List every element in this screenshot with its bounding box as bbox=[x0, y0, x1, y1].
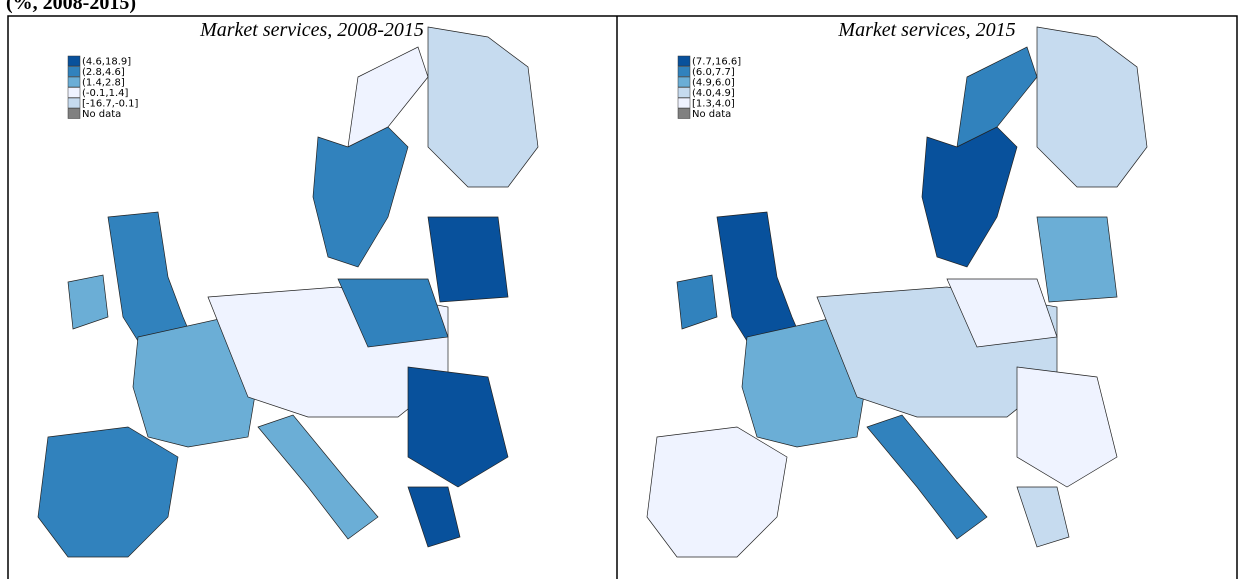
map-left bbox=[37, 26, 539, 558]
region bbox=[956, 46, 1038, 148]
legend-label: (4.6,18.9] bbox=[82, 57, 131, 68]
table-frame bbox=[7, 15, 1238, 579]
legend-swatch bbox=[67, 97, 81, 109]
legend-swatch bbox=[677, 55, 691, 67]
region bbox=[676, 274, 718, 330]
legend-swatch bbox=[677, 108, 691, 119]
legend-swatch bbox=[677, 97, 691, 109]
legend-swatch bbox=[67, 66, 81, 77]
legend-label: [-16.7,-0.1] bbox=[82, 99, 138, 110]
legend-swatch bbox=[677, 87, 691, 98]
legend-swatch bbox=[67, 108, 81, 119]
legend-label: No data bbox=[82, 109, 121, 120]
legend-swatch bbox=[67, 87, 81, 98]
legend-swatch bbox=[67, 55, 81, 67]
region bbox=[921, 126, 1018, 268]
region bbox=[646, 426, 788, 558]
legend-label: [1.3,4.0] bbox=[692, 99, 735, 110]
legend-swatch bbox=[677, 66, 691, 77]
region bbox=[37, 426, 179, 558]
region bbox=[337, 278, 449, 348]
region bbox=[312, 126, 409, 268]
legend-label: (4.9,6.0] bbox=[692, 78, 735, 89]
legend-label: (4.0,4.9] bbox=[692, 88, 735, 99]
panel-title: Market services, 2015 bbox=[837, 19, 1015, 41]
legend-label: (-0.1,1.4] bbox=[82, 88, 128, 99]
region bbox=[946, 278, 1058, 348]
map-right bbox=[646, 26, 1148, 558]
legend-swatch bbox=[677, 76, 691, 88]
region bbox=[1036, 26, 1148, 188]
region bbox=[1016, 366, 1118, 488]
region bbox=[427, 216, 509, 303]
legend-swatch bbox=[67, 76, 81, 88]
region bbox=[257, 414, 379, 540]
region bbox=[407, 366, 509, 488]
legend-label: (1.4,2.8] bbox=[82, 78, 125, 89]
region bbox=[1016, 486, 1070, 548]
region bbox=[67, 274, 109, 330]
header: (%, 2008-2015) bbox=[6, 0, 136, 14]
legend-label: (7.7,16.6] bbox=[692, 57, 741, 68]
region bbox=[866, 414, 988, 540]
legend-label: No data bbox=[692, 109, 731, 120]
region bbox=[427, 26, 539, 188]
panel-title: Market services, 2008-2015 bbox=[199, 19, 424, 41]
region bbox=[347, 46, 429, 148]
legend-label: (6.0,7.7] bbox=[692, 67, 735, 78]
legend-label: (2.8,4.6] bbox=[82, 67, 125, 78]
region bbox=[1036, 216, 1118, 303]
region bbox=[407, 486, 461, 548]
